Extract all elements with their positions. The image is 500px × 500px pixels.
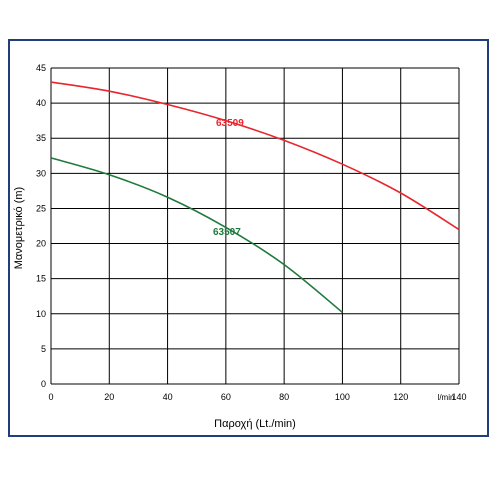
y-tick-label-2: 10 (36, 309, 46, 319)
series-line-63507 (50, 157, 343, 313)
y-tick-label-5: 25 (36, 203, 46, 213)
y-tick-label-6: 30 (36, 168, 46, 178)
x-axis-title: Παροχή (Lt./min) (214, 418, 296, 430)
tick-labels: 0 20 40 60 80 100 120 140 0 5 10 15 20 25 30 35 40 45 (36, 63, 467, 402)
x-tick-label-0: 0 (48, 392, 53, 402)
x-tick-label-7: 140 (451, 392, 466, 402)
y-tick-label-4: 20 (36, 239, 46, 249)
chart-frame (8, 39, 489, 437)
y-tick-label-7: 35 (36, 133, 46, 143)
series-layer: 63509 63507 (50, 81, 460, 313)
y-tick-label-8: 40 (36, 98, 46, 108)
grid (50, 67, 460, 385)
y-tick-label-3: 15 (36, 274, 46, 284)
x-tick-label-6: 120 (393, 392, 408, 402)
x-tick-label-2: 40 (163, 392, 173, 402)
x-tick-label-5: 100 (335, 392, 350, 402)
series-label-63509: 63509 (216, 118, 244, 129)
series-label-63507: 63507 (213, 227, 241, 238)
x-tick-label-1: 20 (104, 392, 114, 402)
y-tick-label-1: 5 (41, 344, 46, 354)
series-line-63509 (50, 81, 460, 231)
x-tick-label-3: 60 (221, 392, 231, 402)
x-axis-unit-label: l/min (438, 393, 455, 402)
y-axis-title: Μανομετρικό (m) (13, 187, 25, 269)
x-tick-label-4: 80 (279, 392, 289, 402)
y-tick-label-0: 0 (41, 379, 46, 389)
y-tick-label-9: 45 (36, 63, 46, 73)
